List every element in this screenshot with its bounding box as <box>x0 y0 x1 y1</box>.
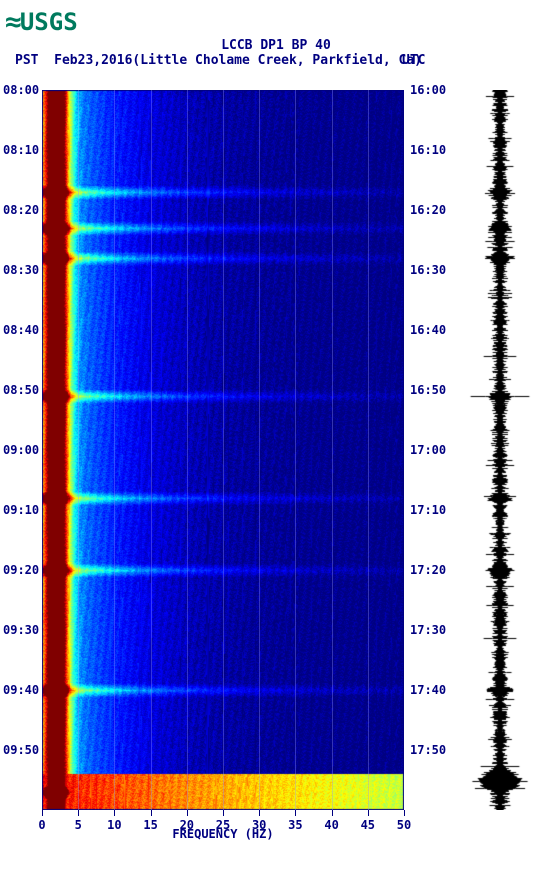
y-left-tick-label: 09:00 <box>3 443 39 457</box>
y-right-tick-label: 17:50 <box>410 743 446 757</box>
usgs-logo: ≈ USGS <box>5 5 78 38</box>
y-right-tick-label: 17:10 <box>410 503 446 517</box>
x-axis-label: FREQUENCY (HZ) <box>42 827 404 841</box>
x-tick-mark <box>187 810 188 816</box>
gridline <box>223 90 224 810</box>
y-right-tick-label: 16:50 <box>410 383 446 397</box>
x-tick-mark <box>404 810 405 816</box>
gridline <box>187 90 188 810</box>
gridline <box>295 90 296 810</box>
spectrogram-plot <box>42 90 404 810</box>
y-right-tick-label: 16:00 <box>410 83 446 97</box>
station-label: (Little Cholame Creek, Parkfield, Ca) <box>132 53 422 68</box>
y-left-tick-label: 08:10 <box>3 143 39 157</box>
x-tick-mark <box>42 810 43 816</box>
date-label: Feb23,2016 <box>54 53 132 68</box>
y-right-tick-label: 17:40 <box>410 683 446 697</box>
y-right-tick-label: 17:00 <box>410 443 446 457</box>
y-right-tick-label: 17:20 <box>410 563 446 577</box>
y-right-tick-label: 16:20 <box>410 203 446 217</box>
y-right-tick-label: 16:30 <box>410 263 446 277</box>
y-left-tick-label: 08:40 <box>3 323 39 337</box>
y-left-tick-label: 09:10 <box>3 503 39 517</box>
y-right-tick-label: 16:40 <box>410 323 446 337</box>
y-left-tick-label: 09:30 <box>3 623 39 637</box>
chart-subtitle: PST Feb23,2016(Little Cholame Creek, Par… <box>15 53 422 68</box>
tz-right-label: UTC <box>402 53 425 68</box>
x-tick-mark <box>151 810 152 816</box>
y-left-tick-label: 08:20 <box>3 203 39 217</box>
gridline <box>78 90 79 810</box>
x-tick-mark <box>223 810 224 816</box>
x-tick-mark <box>368 810 369 816</box>
x-tick-mark <box>78 810 79 816</box>
y-left-tick-label: 08:00 <box>3 83 39 97</box>
y-right-tick-label: 17:30 <box>410 623 446 637</box>
logo-wave-icon: ≈ <box>5 5 16 38</box>
gridline <box>114 90 115 810</box>
gridline <box>151 90 152 810</box>
y-left-tick-label: 09:50 <box>3 743 39 757</box>
y-left-tick-label: 08:30 <box>3 263 39 277</box>
y-right-tick-label: 16:10 <box>410 143 446 157</box>
gridline <box>368 90 369 810</box>
seismogram-panel <box>460 90 540 810</box>
gridline <box>332 90 333 810</box>
y-left-tick-label: 09:40 <box>3 683 39 697</box>
chart-title: LCCB DP1 BP 40 <box>0 38 552 53</box>
x-tick-mark <box>332 810 333 816</box>
y-left-tick-label: 08:50 <box>3 383 39 397</box>
x-tick-mark <box>114 810 115 816</box>
logo-text: USGS <box>20 8 78 36</box>
y-left-tick-label: 09:20 <box>3 563 39 577</box>
gridline <box>259 90 260 810</box>
x-tick-mark <box>259 810 260 816</box>
seismogram-canvas <box>460 90 540 810</box>
x-tick-mark <box>295 810 296 816</box>
tz-left-label: PST <box>15 53 38 68</box>
